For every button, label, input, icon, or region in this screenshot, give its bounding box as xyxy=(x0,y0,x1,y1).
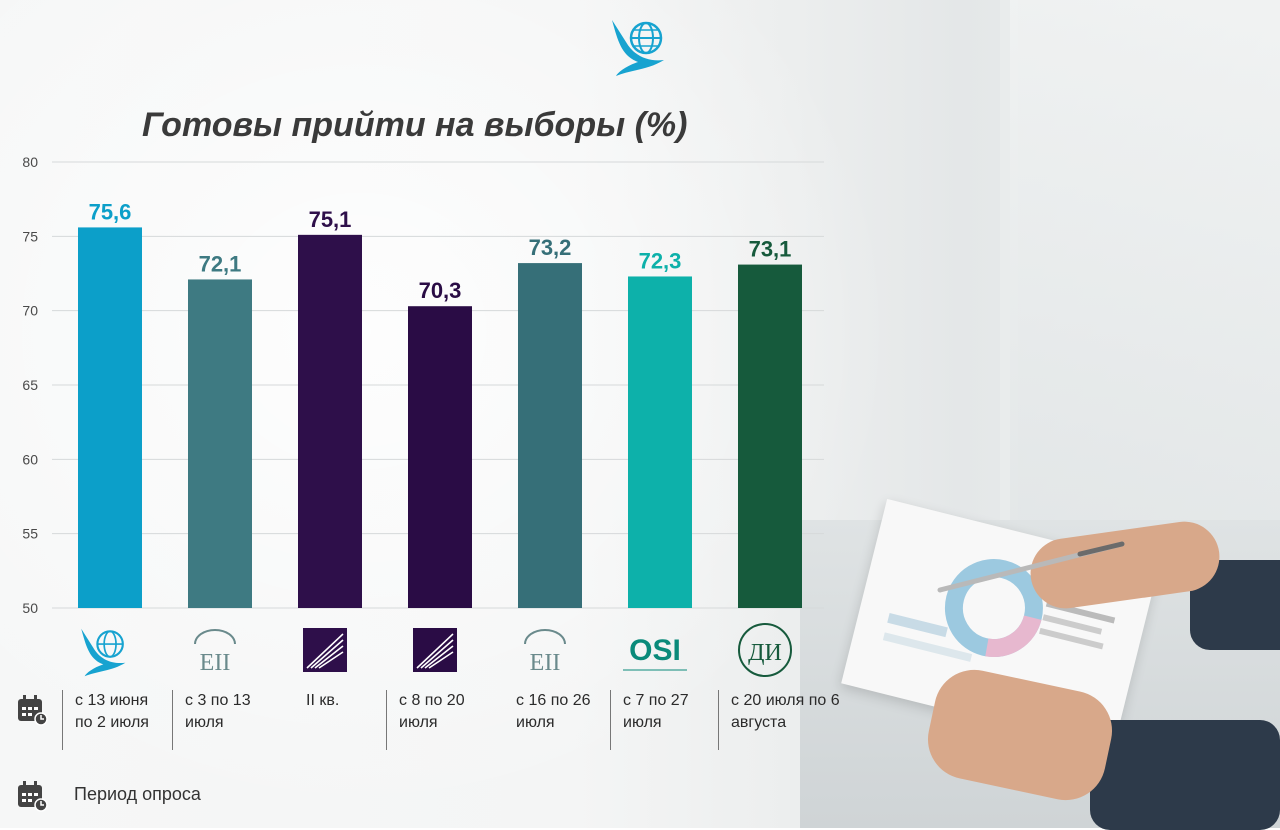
bar xyxy=(518,263,582,608)
period-1: с 13 июня по 2 июля xyxy=(62,690,170,750)
source-logos: ΕΙΙ ΕΙΙ OSI ДИ xyxy=(60,618,840,682)
survey-periods: с 13 июня по 2 июля с 3 по 13 июля II кв… xyxy=(60,690,850,750)
period-4: с 8 по 20 июля xyxy=(386,690,496,750)
bar xyxy=(628,276,692,608)
source-logo-1 xyxy=(60,618,150,682)
source-logo-7: ДИ xyxy=(720,618,810,682)
bar xyxy=(408,306,472,608)
legend-label: Период опроса xyxy=(74,784,201,804)
source-logo-6: OSI xyxy=(610,618,700,682)
pen xyxy=(937,541,1125,593)
y-tick-label: 75 xyxy=(22,228,38,244)
svg-text:OSI: OSI xyxy=(629,634,681,667)
data-label: 75,6 xyxy=(89,199,132,224)
data-label: 73,1 xyxy=(749,237,792,262)
svg-text:ΕΙΙ: ΕΙΙ xyxy=(200,650,231,676)
di-logo: ДИ xyxy=(738,623,792,677)
chart-title: Готовы прийти на выборы (%) xyxy=(142,106,688,144)
source-logo-5: ΕΙΙ xyxy=(500,618,590,682)
calendar-clock-icon xyxy=(16,694,48,726)
osi-logo: OSI xyxy=(623,634,687,671)
paper-document xyxy=(841,498,1159,752)
source-logo-2: ΕΙΙ xyxy=(170,618,260,682)
y-tick-label: 50 xyxy=(22,600,38,616)
period-5: с 16 по 26 июля xyxy=(516,692,591,731)
globe-bird-logo xyxy=(81,628,126,677)
y-tick-label: 55 xyxy=(22,526,38,542)
data-label: 72,1 xyxy=(199,251,242,276)
eii-logo: ΕΙΙ xyxy=(524,629,566,676)
bar xyxy=(188,279,252,608)
globe-bird-logo xyxy=(608,12,672,78)
period-7: с 20 июля по 6 августа xyxy=(718,690,850,750)
y-tick-label: 80 xyxy=(22,154,38,170)
y-tick-label: 70 xyxy=(22,303,38,319)
sleeve-left xyxy=(1090,720,1280,830)
bar xyxy=(298,234,362,608)
svg-text:ΕΙΙ: ΕΙΙ xyxy=(530,650,561,676)
data-label: 72,3 xyxy=(639,248,682,273)
bar xyxy=(78,227,142,608)
period-2: с 3 по 13 июля xyxy=(172,690,262,750)
data-label: 73,2 xyxy=(529,235,572,260)
bar xyxy=(738,264,802,608)
calendar-clock-icon xyxy=(16,780,48,812)
period-3: II кв. xyxy=(306,692,340,709)
data-label: 70,3 xyxy=(419,278,462,303)
stripes-logo xyxy=(303,628,347,672)
source-logo-4 xyxy=(390,618,480,682)
svg-text:ДИ: ДИ xyxy=(748,640,782,666)
data-label: 75,1 xyxy=(309,207,352,232)
y-tick-label: 65 xyxy=(22,377,38,393)
stripes-logo xyxy=(413,628,457,672)
eii-logo: ΕΙΙ xyxy=(194,629,236,676)
y-tick-label: 60 xyxy=(22,451,38,467)
window-pane xyxy=(1010,0,1280,520)
bar-chart: 50 55 60 65 70 75 80 75,6 72,1 75,1 70,3 73,2 72,3 7… xyxy=(22,154,824,616)
period-6: с 7 по 27 июля xyxy=(610,690,710,750)
source-logo-3 xyxy=(280,618,370,682)
